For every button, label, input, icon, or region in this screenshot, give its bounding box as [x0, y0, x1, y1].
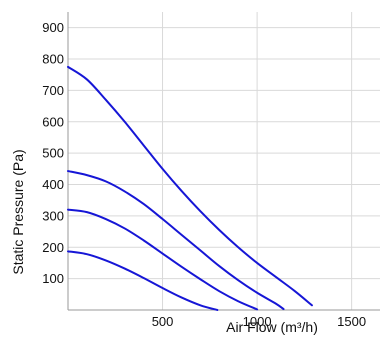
y-tick-label: 700 — [42, 83, 64, 98]
y-tick-label: 400 — [42, 177, 64, 192]
y-tick-label: 500 — [42, 146, 64, 161]
y-tick-label: 100 — [42, 271, 64, 286]
x-tick-label: 1000 — [243, 314, 272, 329]
x-tick-label: 500 — [152, 314, 174, 329]
series-line-2 — [67, 170, 285, 311]
y-tick-label: 900 — [42, 20, 64, 35]
series-line-1 — [67, 65, 313, 307]
series-line-3 — [67, 208, 259, 311]
x-tick-label: 1500 — [337, 314, 366, 329]
y-tick-label: 300 — [42, 208, 64, 223]
y-axis-label: Static Pressure (Pa) — [10, 149, 26, 274]
y-tick-label: 800 — [42, 52, 64, 67]
y-tick-label: 200 — [42, 240, 64, 255]
y-tick-label: 600 — [42, 114, 64, 129]
axes — [67, 12, 380, 311]
series-line-4 — [67, 250, 219, 311]
y-tick-labels: 100 200 300 400 500 600 700 800 900 — [42, 20, 64, 286]
series-lines — [67, 65, 313, 311]
x-axis-label: Air Flow (m³/h) — [226, 319, 318, 335]
grid — [68, 12, 380, 310]
x-tick-labels: 500 1000 1500 — [152, 314, 366, 329]
